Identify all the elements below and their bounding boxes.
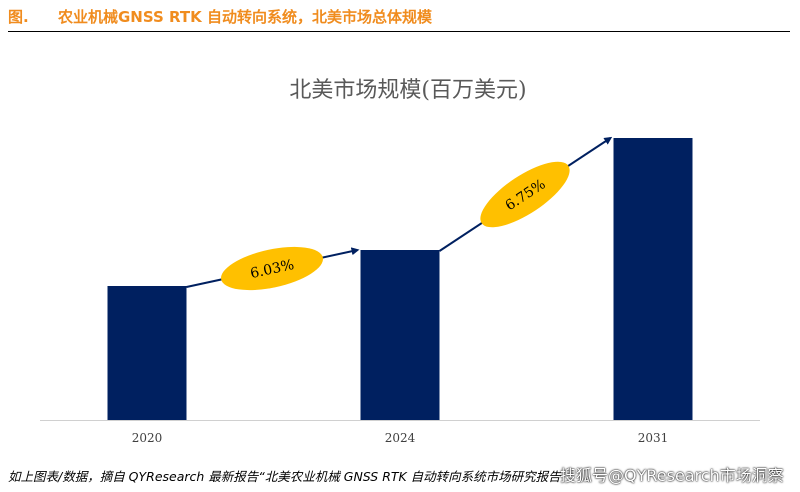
cagr-ellipse <box>221 246 323 291</box>
figure-number: 图. <box>8 8 29 26</box>
figure-title-text: 农业机械GNSS RTK 自动转向系统，北美市场总体规模 <box>58 8 432 26</box>
bar-2031 <box>613 138 693 420</box>
title-rule <box>8 31 790 32</box>
bar-2020 <box>107 286 187 420</box>
source-note: 如上图表/数据，摘自 QYResearch 最新报告“北美农业机械 GNSS R… <box>8 469 561 484</box>
cagr-badge: 6.03% <box>221 246 323 291</box>
x-tick-label: 2031 <box>638 431 669 445</box>
figure-title: 图. 农业机械GNSS RTK 自动转向系统，北美市场总体规模 <box>8 6 432 27</box>
cagr-ellipse <box>480 161 570 228</box>
cagr-badge: 6.75% <box>480 161 570 228</box>
x-tick-label: 2024 <box>385 431 416 445</box>
x-tick-label: 2020 <box>132 431 163 445</box>
watermark: 搜狐号@QYResearch市场洞察 <box>560 466 784 485</box>
chart-title: 北美市场规模(百万美元) <box>289 78 526 103</box>
bar-chart: 北美市场规模(百万美元) 2020 2024 2031 6.03% 6.75% <box>40 78 760 445</box>
bar-2024 <box>360 250 440 420</box>
